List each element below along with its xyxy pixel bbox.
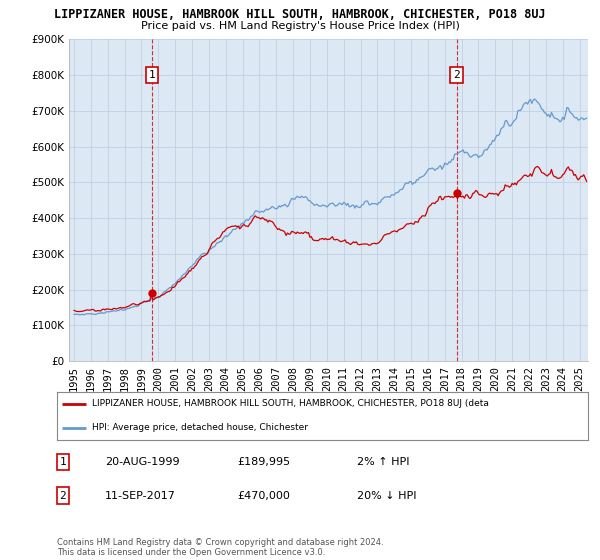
Text: 2: 2 — [59, 491, 67, 501]
Text: LIPPIZANER HOUSE, HAMBROOK HILL SOUTH, HAMBROOK, CHICHESTER, PO18 8UJ (deta: LIPPIZANER HOUSE, HAMBROOK HILL SOUTH, H… — [92, 399, 488, 408]
Text: Price paid vs. HM Land Registry's House Price Index (HPI): Price paid vs. HM Land Registry's House … — [140, 21, 460, 31]
Text: 20-AUG-1999: 20-AUG-1999 — [105, 457, 179, 467]
Text: HPI: Average price, detached house, Chichester: HPI: Average price, detached house, Chic… — [92, 423, 308, 432]
Text: 2: 2 — [453, 70, 460, 80]
Text: Contains HM Land Registry data © Crown copyright and database right 2024.
This d: Contains HM Land Registry data © Crown c… — [57, 538, 383, 557]
Text: 20% ↓ HPI: 20% ↓ HPI — [357, 491, 416, 501]
Text: £470,000: £470,000 — [237, 491, 290, 501]
Text: 1: 1 — [59, 457, 67, 467]
Text: 2% ↑ HPI: 2% ↑ HPI — [357, 457, 409, 467]
Text: £189,995: £189,995 — [237, 457, 290, 467]
Text: 1: 1 — [149, 70, 155, 80]
Text: LIPPIZANER HOUSE, HAMBROOK HILL SOUTH, HAMBROOK, CHICHESTER, PO18 8UJ: LIPPIZANER HOUSE, HAMBROOK HILL SOUTH, H… — [54, 8, 546, 21]
Text: 11-SEP-2017: 11-SEP-2017 — [105, 491, 176, 501]
